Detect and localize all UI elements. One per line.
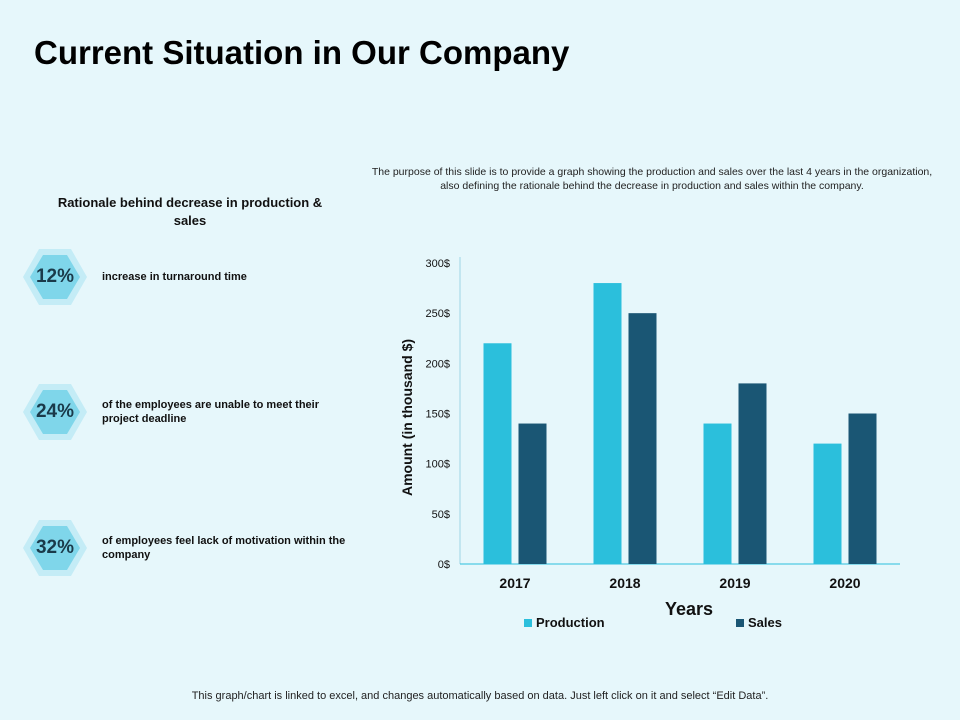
y-axis-title: Amount (in thousand $) (399, 339, 415, 496)
legend-label-production: Production (536, 615, 605, 630)
x-axis-title: Years (665, 599, 713, 619)
rationale-heading: Rationale behind decrease in production … (57, 195, 323, 228)
hexagon-icon: 24% (22, 383, 88, 441)
stat-value: 24% (35, 401, 75, 422)
stat-value: 32% (35, 537, 75, 558)
bar-sales-2017 (518, 423, 547, 564)
stat-description: of the employees are unable to meet thei… (102, 399, 320, 425)
stat-item-motivation: 32% of employees feel lack of motivation… (22, 519, 352, 577)
bar-sales-2019 (738, 383, 767, 564)
stat-item-turnaround: 12% increase in turnaround time (22, 248, 352, 306)
y-tick-label: 200$ (426, 358, 450, 370)
bar-sales-2018 (628, 313, 657, 564)
x-tick-label: 2018 (609, 575, 640, 591)
x-tick-label: 2019 (719, 575, 750, 591)
bar-production-2020 (813, 443, 842, 564)
production-sales-chart: 0$ 50$ 100$ 150$ 200$ 250$ 300$ 2017 2018 2019 202… (399, 257, 900, 630)
y-tick-label: 250$ (426, 308, 450, 320)
bar-production-2018 (593, 283, 622, 564)
y-tick-label: 50$ (432, 509, 450, 521)
stat-item-deadline: 24% of the employees are unable to meet … (22, 383, 352, 441)
bar-production-2017 (483, 343, 512, 564)
slide-description: The purpose of this slide is to provide … (371, 166, 933, 192)
bar-production-2019 (703, 423, 732, 564)
hexagon-icon: 12% (22, 248, 88, 306)
y-tick-label: 150$ (426, 409, 450, 421)
footer-note: This graph/chart is linked to excel, and… (191, 690, 769, 702)
legend-label-sales: Sales (748, 615, 782, 630)
page-title: Current Situation in Our Company (34, 34, 570, 71)
y-tick-label: 0$ (438, 559, 450, 571)
stat-value: 12% (35, 266, 75, 287)
bar-sales-2020 (848, 413, 877, 564)
x-tick-label: 2017 (499, 575, 530, 591)
y-tick-label: 100$ (426, 459, 450, 471)
stat-description: increase in turnaround time (102, 271, 247, 283)
x-tick-label: 2020 (829, 575, 860, 591)
hexagon-icon: 32% (22, 519, 88, 577)
legend-swatch-production (524, 619, 532, 627)
stat-description: of employees feel lack of motivation wit… (102, 535, 346, 561)
legend-swatch-sales (736, 619, 744, 627)
y-tick-label: 300$ (426, 258, 450, 270)
